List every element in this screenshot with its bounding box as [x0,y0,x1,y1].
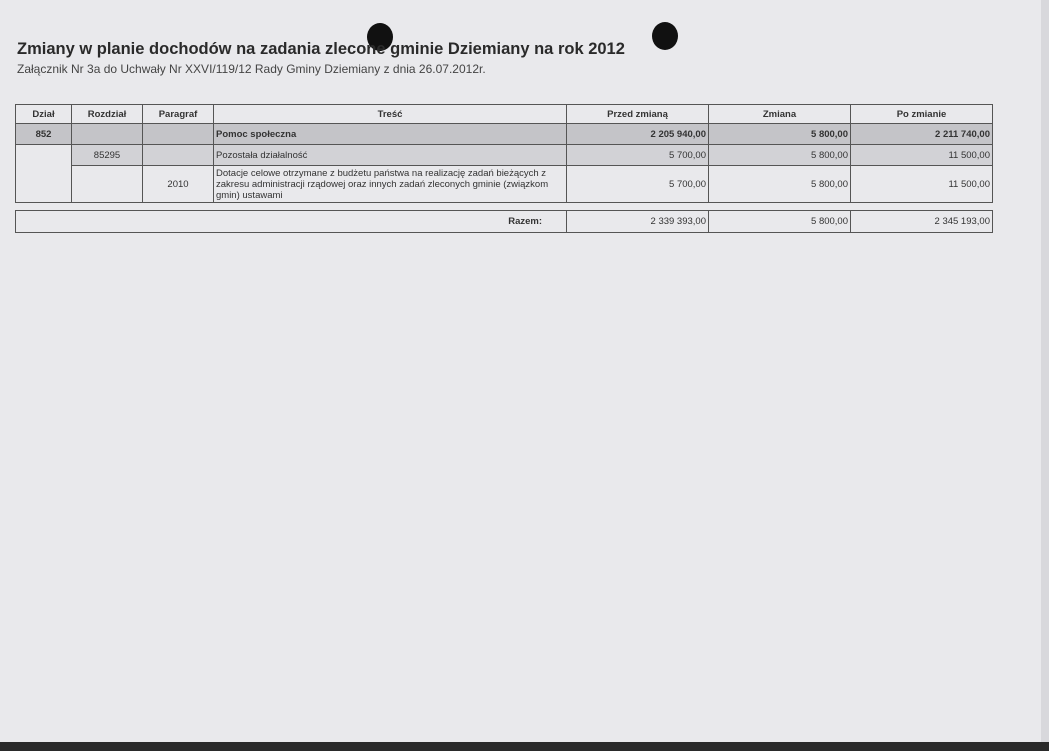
cell-zmiana: 5 800,00 [708,165,851,203]
cell-przed: 5 700,00 [566,165,709,203]
header-przed: Przed zmianą [566,104,709,124]
cell-paragraf: 2010 [142,165,214,203]
total-zmiana: 5 800,00 [708,210,851,233]
table-row: 852 Pomoc społeczna 2 205 940,00 5 800,0… [15,123,993,145]
cell-dzial [15,144,72,203]
total-przed: 2 339 393,00 [566,210,709,233]
cell-paragraf [142,144,214,166]
income-changes-table: Dział Rozdział Paragraf Treść Przed zmia… [15,104,993,203]
document-subtitle: Załącznik Nr 3a do Uchwały Nr XXVI/119/1… [17,62,486,76]
cell-po: 11 500,00 [850,144,993,166]
header-po: Po zmianie [850,104,993,124]
cell-przed: 5 700,00 [566,144,709,166]
header-dzial: Dział [15,104,72,124]
total-po: 2 345 193,00 [850,210,993,233]
cell-rozdzial [71,123,143,145]
punch-hole [367,23,393,51]
cell-tresc: Dotacje celowe otrzymane z budżetu państ… [213,165,567,203]
header-zmiana: Zmiana [708,104,851,124]
cell-przed: 2 205 940,00 [566,123,709,145]
cell-po: 2 211 740,00 [850,123,993,145]
table-header-row: Dział Rozdział Paragraf Treść Przed zmia… [15,104,993,124]
cell-po: 11 500,00 [850,165,993,203]
punch-hole [652,22,678,50]
page-edge [1041,0,1049,742]
cell-tresc: Pozostała działalność [213,144,567,166]
cell-dzial: 852 [15,123,72,145]
header-paragraf: Paragraf [142,104,214,124]
cell-tresc: Pomoc społeczna [213,123,567,145]
scan-border [0,742,1049,751]
cell-zmiana: 5 800,00 [708,144,851,166]
cell-rozdzial: 85295 [71,144,143,166]
total-label: Razem: [15,210,567,233]
cell-rozdzial [71,165,143,203]
header-tresc: Treść [213,104,567,124]
total-table: Razem: 2 339 393,00 5 800,00 2 345 193,0… [15,210,993,233]
cell-zmiana: 5 800,00 [708,123,851,145]
table-row: 85295 Pozostała działalność 5 700,00 5 8… [15,144,993,203]
total-row: Razem: 2 339 393,00 5 800,00 2 345 193,0… [15,210,993,233]
document-title: Zmiany w planie dochodów na zadania zlec… [17,40,625,58]
table-row: 2010 Dotacje celowe otrzymane z budżetu … [16,165,993,203]
header-rozdzial: Rozdział [71,104,143,124]
cell-paragraf [142,123,214,145]
